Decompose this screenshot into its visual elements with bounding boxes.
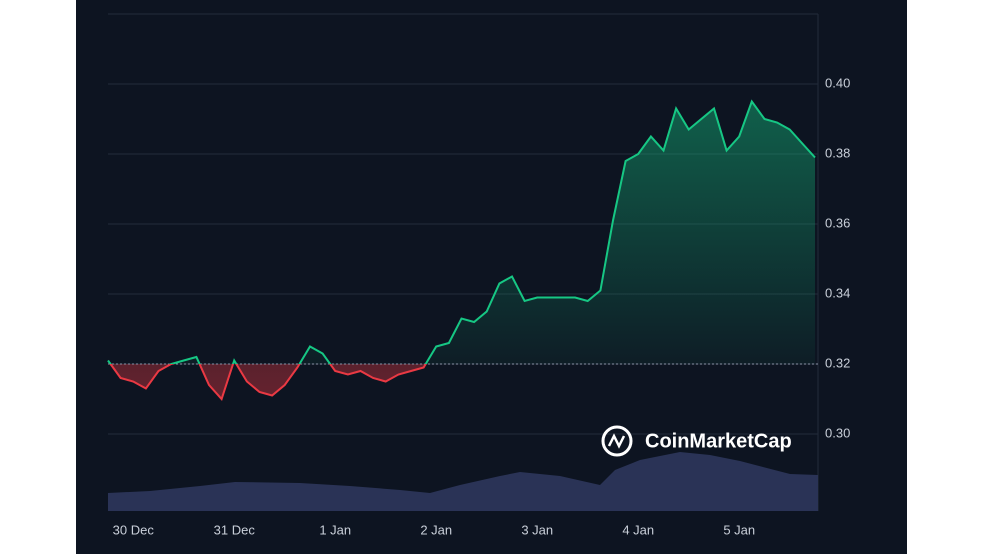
x-tick-label: 31 Dec bbox=[214, 522, 256, 537]
y-tick-label: 0.40 bbox=[825, 75, 850, 90]
y-tick-label: 0.32 bbox=[825, 355, 850, 370]
x-tick-label: 1 Jan bbox=[319, 522, 351, 537]
y-tick-label: 0.30 bbox=[825, 425, 850, 440]
x-tick-label: 3 Jan bbox=[521, 522, 553, 537]
volume-area bbox=[108, 452, 818, 511]
price-area bbox=[108, 101, 815, 399]
watermark: CoinMarketCap bbox=[601, 425, 792, 457]
y-tick-label: 0.34 bbox=[825, 285, 850, 300]
logo bbox=[601, 425, 633, 457]
x-tick-label: 30 Dec bbox=[113, 522, 155, 537]
price-line bbox=[107, 99, 816, 401]
x-tick-label: 4 Jan bbox=[622, 522, 654, 537]
x-tick-label: 5 Jan bbox=[723, 522, 755, 537]
watermark-text: CoinMarketCap bbox=[645, 430, 792, 452]
y-tick-label: 0.36 bbox=[825, 215, 850, 230]
y-tick-label: 0.38 bbox=[825, 145, 850, 160]
x-tick-label: 2 Jan bbox=[420, 522, 452, 537]
logo bbox=[607, 433, 626, 449]
